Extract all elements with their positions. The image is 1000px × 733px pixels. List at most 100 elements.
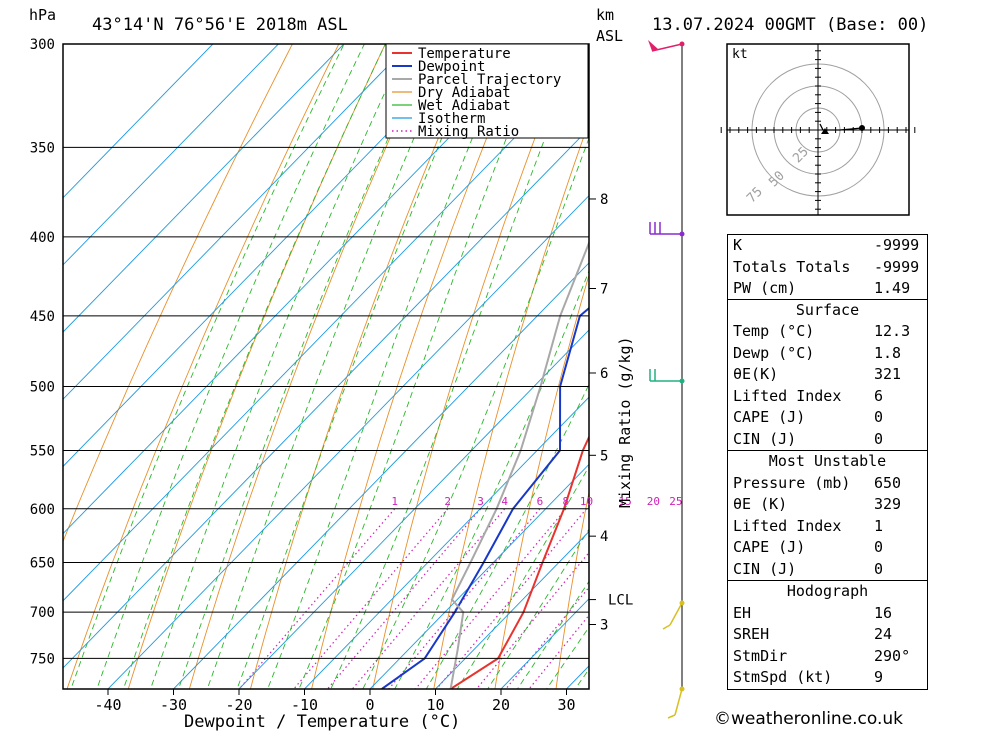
- pressure-tick-label: 750: [30, 651, 55, 667]
- mixing-ratio-label: 4: [501, 495, 508, 508]
- x-tick-label: -10: [291, 696, 318, 714]
- location-title: 43°14'N 76°56'E 2018m ASL: [92, 15, 348, 35]
- mixing-ratio-label: 2: [444, 495, 451, 508]
- isotherm-line: [63, 44, 541, 535]
- hodograph-endpoint: [859, 125, 865, 131]
- table-row: CAPE (J) 0: [733, 538, 884, 556]
- mixing-ratio-label: 20: [647, 495, 660, 508]
- isotherm-line: [369, 463, 589, 689]
- isotherm-line: [63, 44, 214, 199]
- km-unit-label: km: [596, 6, 614, 24]
- table-row: Lifted Index 1: [733, 516, 884, 535]
- legend-mixing-ratio: Mixing Ratio: [418, 124, 519, 140]
- isotherm-line: [63, 127, 589, 669]
- mixing-ratio-line: [351, 508, 506, 689]
- pressure-tick-label: 450: [30, 309, 55, 325]
- mixing-ratio-label: 15: [618, 495, 631, 508]
- legend-parcel: Parcel Trajectory: [418, 72, 561, 88]
- pressure-tick-label: 600: [30, 502, 55, 518]
- wind-barb-700: [662, 600, 685, 630]
- x-axis-title: Dewpoint / Temperature (°C): [184, 712, 460, 732]
- km-tick-label: 6: [600, 366, 608, 382]
- table-row: EH 16: [733, 603, 893, 622]
- x-tick-label: 20: [492, 696, 510, 714]
- mixing-ratio-label: 10: [580, 495, 593, 508]
- isotherms: [63, 44, 589, 689]
- km-tick-label: 3: [600, 617, 608, 633]
- x-tick-label: 10: [426, 696, 444, 714]
- legend-dewpoint: Dewpoint: [418, 59, 485, 75]
- table-row: Temp (°C) 12.3: [733, 322, 911, 340]
- km-tick-label: 5: [600, 448, 608, 464]
- table-row: CIN (J) 0: [733, 429, 884, 448]
- table-row: StmSpd (kt) 9: [733, 668, 884, 686]
- isotherm-line: [107, 195, 589, 689]
- x-tick-label: -30: [160, 696, 187, 714]
- mixing-ratio-label: 1: [391, 495, 398, 508]
- table-row: SREH 24: [733, 625, 893, 643]
- table-row: Pressure (mb) 650: [733, 473, 902, 492]
- mixing-ratio-label: 6: [537, 495, 544, 508]
- pressure-tick-label: 500: [30, 380, 55, 396]
- pressure-tick-label: 700: [30, 605, 55, 621]
- wind-barb-400: [649, 222, 685, 237]
- pressure-tick-label: 400: [30, 230, 55, 246]
- mixing-ratio-line: [326, 508, 482, 689]
- x-tick-label: -40: [94, 696, 121, 714]
- km-axis: 3 4 5 6 7 8 LCL: [589, 192, 633, 633]
- hodograph-table-title: Hodograph: [786, 582, 869, 600]
- isotherm-line: [304, 396, 589, 689]
- surface-title: Surface: [795, 300, 860, 319]
- temperature-axis: -40 -30 -20 -10 0 10 20 30: [94, 689, 576, 714]
- wind-barb-surface: [667, 686, 685, 719]
- series-parcel-trajectory: [449, 240, 589, 689]
- isotherm-line: [63, 44, 345, 333]
- pressure-tick-label: 300: [30, 37, 55, 53]
- mixing-ratio-label: 3: [477, 495, 484, 508]
- isotherm-line: [173, 262, 589, 689]
- x-tick-label: -20: [225, 696, 252, 714]
- legend-isotherm: Isotherm: [418, 111, 485, 127]
- isotherm-line: [238, 329, 589, 689]
- wind-barb-500: [649, 369, 685, 384]
- mixing-ratio-line: [292, 508, 449, 689]
- mixing-ratio-line: [435, 508, 587, 689]
- isotherm-line: [435, 530, 589, 689]
- datetime-title: 13.07.2024 00GMT (Base: 00): [652, 15, 928, 35]
- table-row: CAPE (J) 0: [733, 408, 884, 426]
- isotherm-line: [63, 60, 589, 602]
- hodograph-storm-motion: [821, 128, 829, 134]
- km-tick-label: 8: [600, 192, 608, 208]
- mixing-ratio-label: 25: [669, 495, 682, 508]
- legend-dry-adiabat: Dry Adiabat: [418, 85, 511, 101]
- legend: Temperature Dewpoint Parcel Trajectory D…: [385, 43, 589, 140]
- pressure-tick-label: 350: [30, 140, 55, 156]
- pressure-unit-label: hPa: [29, 6, 56, 24]
- wind-barb-300: [648, 40, 685, 52]
- mixing-ratio-label: 8: [563, 495, 570, 508]
- table-row: θE (K) 329: [733, 495, 902, 513]
- mixing-ratio-line: [238, 508, 396, 689]
- legend-wet-adiabat: Wet Adiabat: [418, 98, 511, 114]
- legend-temperature: Temperature: [418, 46, 511, 62]
- indices-table: K -9999 Totals Totals -9999 PW (cm) 1.49 Su…: [727, 234, 928, 690]
- lcl-label: LCL: [608, 593, 633, 609]
- table-row: Dewp (°C) 1.8: [733, 343, 902, 362]
- plot-frame: [62, 43, 590, 690]
- km-tick-label: 4: [600, 529, 608, 545]
- table-row: PW (cm) 1.49: [733, 279, 911, 297]
- x-tick-label: 30: [557, 696, 575, 714]
- isotherm-line: [63, 44, 476, 468]
- hodograph-unit: kt: [732, 47, 748, 62]
- table-row: Lifted Index 6: [733, 386, 884, 405]
- table-row: StmDir 290°: [733, 646, 911, 665]
- table-row: K -9999: [733, 236, 920, 254]
- pressure-tick-label: 650: [30, 555, 55, 571]
- table-row: Totals Totals -9999: [733, 257, 920, 276]
- wind-profile: [648, 40, 685, 719]
- hodograph-axes: [720, 44, 916, 215]
- isotherm-line: [63, 44, 279, 266]
- pressure-tick-label: 550: [30, 443, 55, 459]
- table-row: θE(K) 321: [733, 365, 902, 383]
- credit-link[interactable]: ©weatheronline.co.uk: [714, 709, 904, 729]
